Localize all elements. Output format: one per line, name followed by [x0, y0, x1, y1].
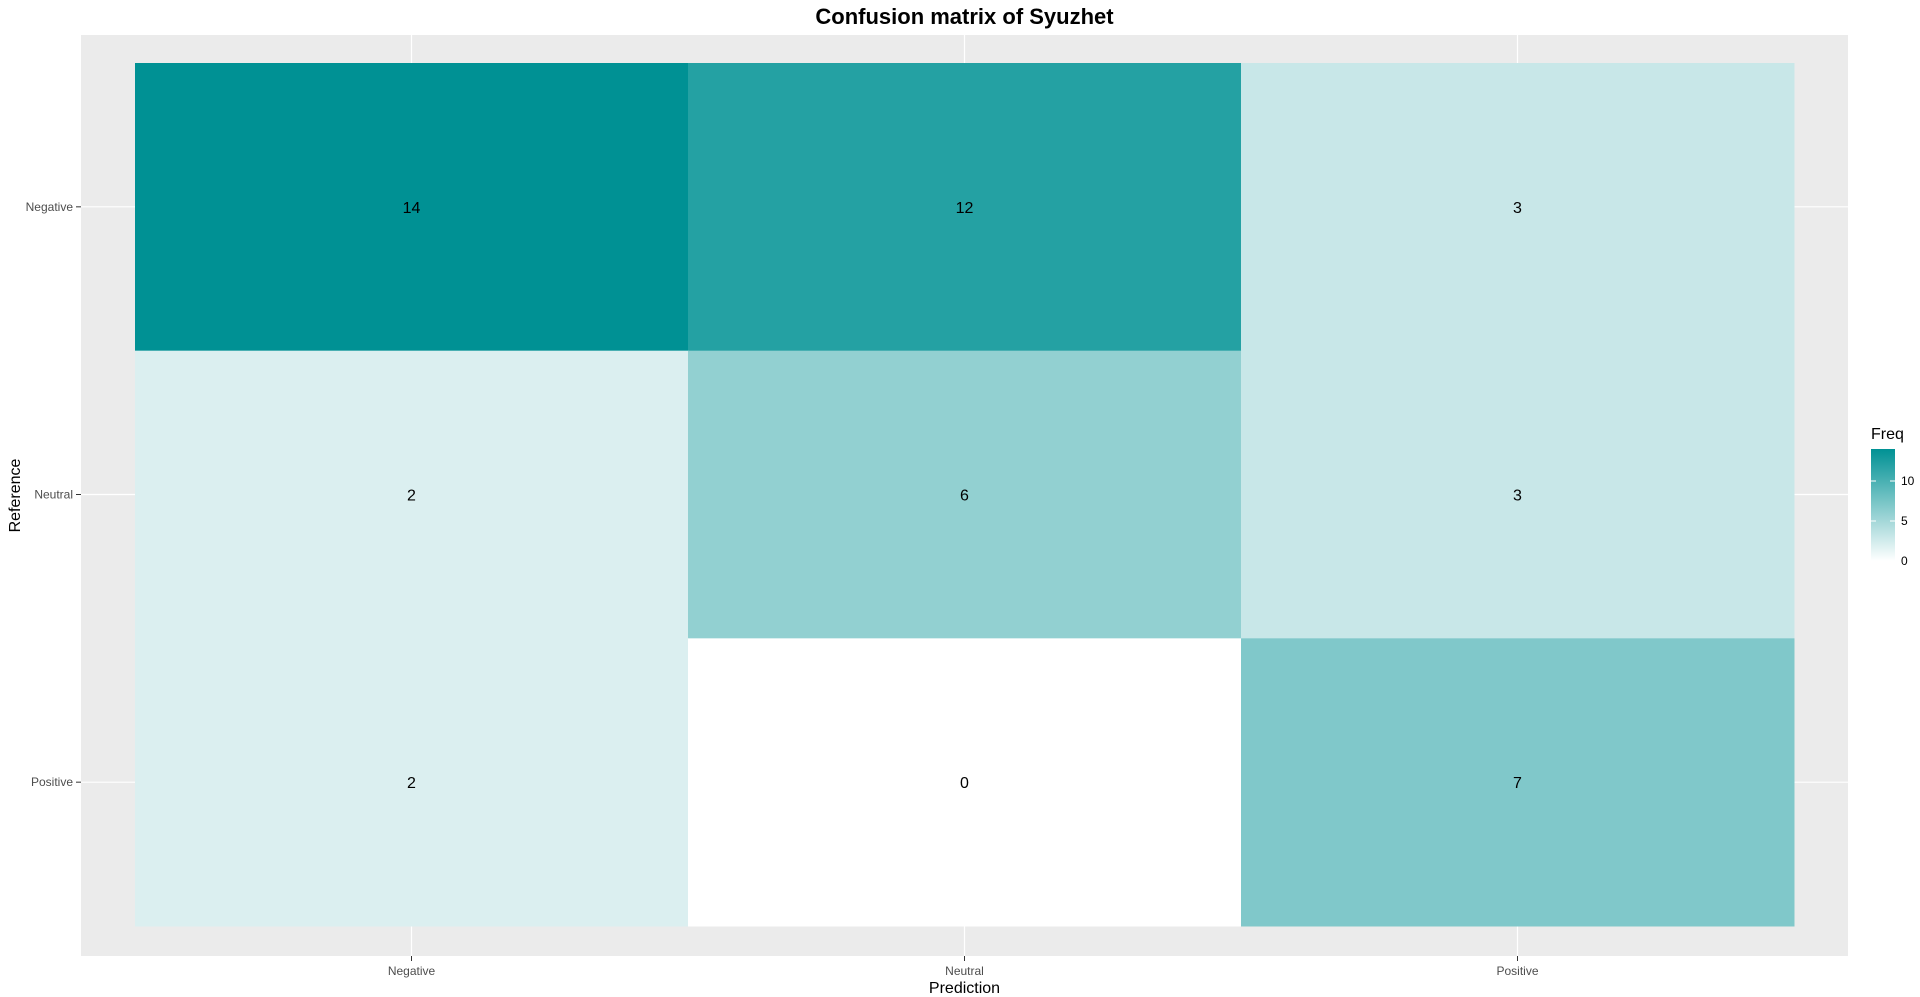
- heatmap-cell-neutral-positive: [1241, 350, 1795, 639]
- heatmap-cell-negative-positive: [1241, 63, 1795, 352]
- cell-value-positive-neutral: 0: [960, 775, 969, 792]
- y-axis: Negative Neutral Positive: [26, 200, 81, 789]
- legend-colorbar: [1871, 449, 1895, 561]
- cell-value-negative-neutral: 12: [956, 200, 974, 217]
- x-tick-label-negative: Negative: [388, 964, 436, 978]
- cell-labels: 14 12 3 2 6 3 2 0 7: [403, 200, 1522, 792]
- heatmap-cell-neutral-negative: [135, 350, 689, 639]
- x-axis-title: Prediction: [929, 980, 1000, 997]
- x-tick-label-positive: Positive: [1496, 964, 1538, 978]
- y-axis-title: Reference: [7, 458, 24, 532]
- cell-value-positive-positive: 7: [1513, 775, 1522, 792]
- heatmap-cell-positive-positive: [1241, 638, 1795, 927]
- chart-title: Confusion matrix of Syuzhet: [815, 4, 1114, 29]
- y-tick-label-positive: Positive: [31, 775, 73, 789]
- cell-value-neutral-positive: 3: [1513, 488, 1522, 505]
- cell-value-negative-negative: 14: [403, 200, 421, 217]
- heatmap-cell-negative-neutral: [688, 63, 1242, 352]
- y-tick-label-negative: Negative: [26, 200, 74, 214]
- legend: Freq 0 5 10: [1871, 426, 1915, 568]
- legend-tick-label: 0: [1901, 554, 1908, 568]
- legend-title: Freq: [1871, 426, 1904, 443]
- cell-value-neutral-neutral: 6: [960, 488, 969, 505]
- cell-value-negative-positive: 3: [1513, 200, 1522, 217]
- cell-value-neutral-negative: 2: [407, 488, 416, 505]
- heatmap-cells: [135, 63, 1795, 927]
- cell-value-positive-negative: 2: [407, 775, 416, 792]
- legend-tick-label: 5: [1901, 514, 1908, 528]
- heatmap-cell-neutral-neutral: [688, 350, 1242, 639]
- x-axis: Negative Neutral Positive: [388, 956, 1539, 978]
- heatmap-cell-positive-negative: [135, 638, 689, 927]
- heatmap-cell-negative-negative: [135, 63, 689, 352]
- legend-tick-label: 10: [1901, 474, 1915, 488]
- x-tick-label-neutral: Neutral: [945, 964, 984, 978]
- y-tick-label-neutral: Neutral: [34, 488, 73, 502]
- heatmap-cell-positive-neutral: [688, 638, 1242, 927]
- legend-ticks: 0 5 10: [1871, 474, 1915, 568]
